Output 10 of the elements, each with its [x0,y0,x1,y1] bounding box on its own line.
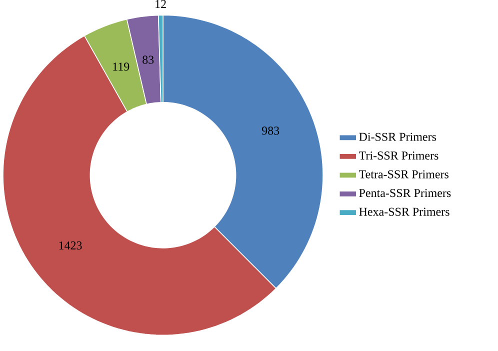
legend-label: Tri-SSR Primers [359,151,438,160]
data-label: 1423 [59,241,82,250]
legend-label: Tetra-SSR Primers [359,170,449,178]
legend-label: Hexa-SSR Primers [359,208,450,216]
legend-label: Di-SSR Primers [359,132,436,141]
data-label: 12 [156,0,166,8]
data-label: 83 [142,56,154,64]
data-label: 119 [113,62,130,71]
data-label: 983 [262,126,280,135]
legend-label: Penta-SSR Primers [359,188,451,198]
